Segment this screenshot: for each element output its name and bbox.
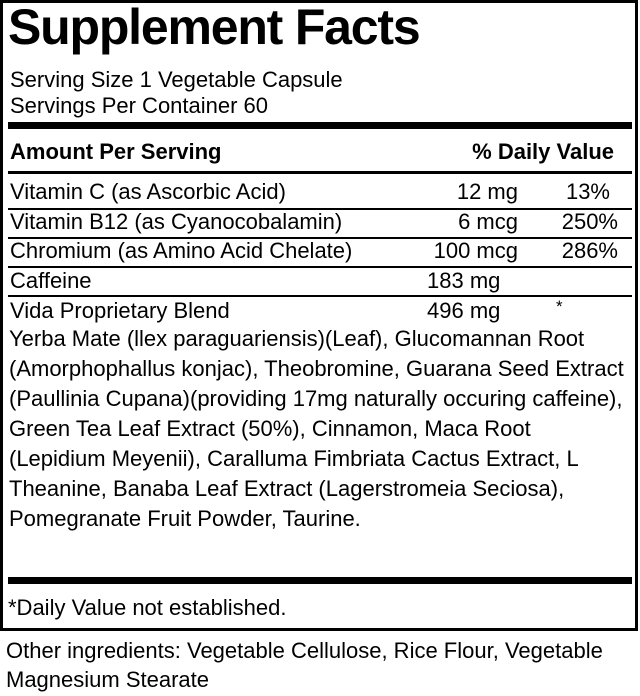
nutrient-daily-value: 13% xyxy=(565,179,610,204)
nutrient-name: Caffeine xyxy=(10,268,92,293)
nutrient-amount: 6 mcg xyxy=(458,209,518,234)
row-divider xyxy=(8,295,632,297)
nutrient-name: Vitamin C (as Ascorbic Acid) xyxy=(10,179,286,204)
header-divider xyxy=(8,171,632,174)
amount-per-serving-header: Amount Per Serving xyxy=(10,139,222,164)
nutrient-daily-value: * xyxy=(556,297,563,316)
servings-per-container: Servings Per Container 60 xyxy=(10,93,269,118)
row-divider xyxy=(8,237,632,239)
row-divider xyxy=(8,266,632,268)
nutrient-name: Chromium (as Amino Acid Chelate) xyxy=(10,238,353,263)
nutrient-row: Vitamin B12 (as Cyanocobalamin) 6 mcg 25… xyxy=(0,208,640,238)
footnote-divider xyxy=(8,577,632,584)
nutrient-row: Caffeine 183 mg xyxy=(0,267,640,297)
other-ingredients: Other ingredients: Vegetable Cellulose, … xyxy=(6,638,603,692)
row-divider xyxy=(8,208,632,210)
blend-ingredients: Yerba Mate (llex paraguariensis)(Leaf), … xyxy=(9,326,624,531)
nutrient-row: Vida Proprietary Blend 496 mg * xyxy=(0,297,640,327)
nutrient-row: Vitamin C (as Ascorbic Acid) 12 mg 13% xyxy=(0,178,640,208)
nutrient-name: Vitamin B12 (as Cyanocobalamin) xyxy=(10,209,343,234)
footnote: *Daily Value not established. xyxy=(8,595,287,620)
nutrient-row: Chromium (as Amino Acid Chelate) 100 mcg… xyxy=(0,237,640,267)
daily-value-header: % Daily Value xyxy=(472,139,614,164)
nutrient-amount: 183 mg xyxy=(427,268,501,293)
supplement-facts-panel xyxy=(0,0,638,631)
nutrient-name: Vida Proprietary Blend xyxy=(10,298,230,323)
nutrient-amount: 12 mg xyxy=(456,179,518,204)
nutrient-amount: 496 mg xyxy=(427,298,501,323)
nutrient-amount: 100 mcg xyxy=(433,238,518,263)
panel-title: Supplement Facts xyxy=(8,0,421,55)
thick-divider xyxy=(8,122,632,129)
nutrient-daily-value: 250% xyxy=(561,209,618,234)
serving-size: Serving Size 1 Vegetable Capsule xyxy=(10,67,343,92)
nutrient-daily-value: 286% xyxy=(561,238,618,263)
